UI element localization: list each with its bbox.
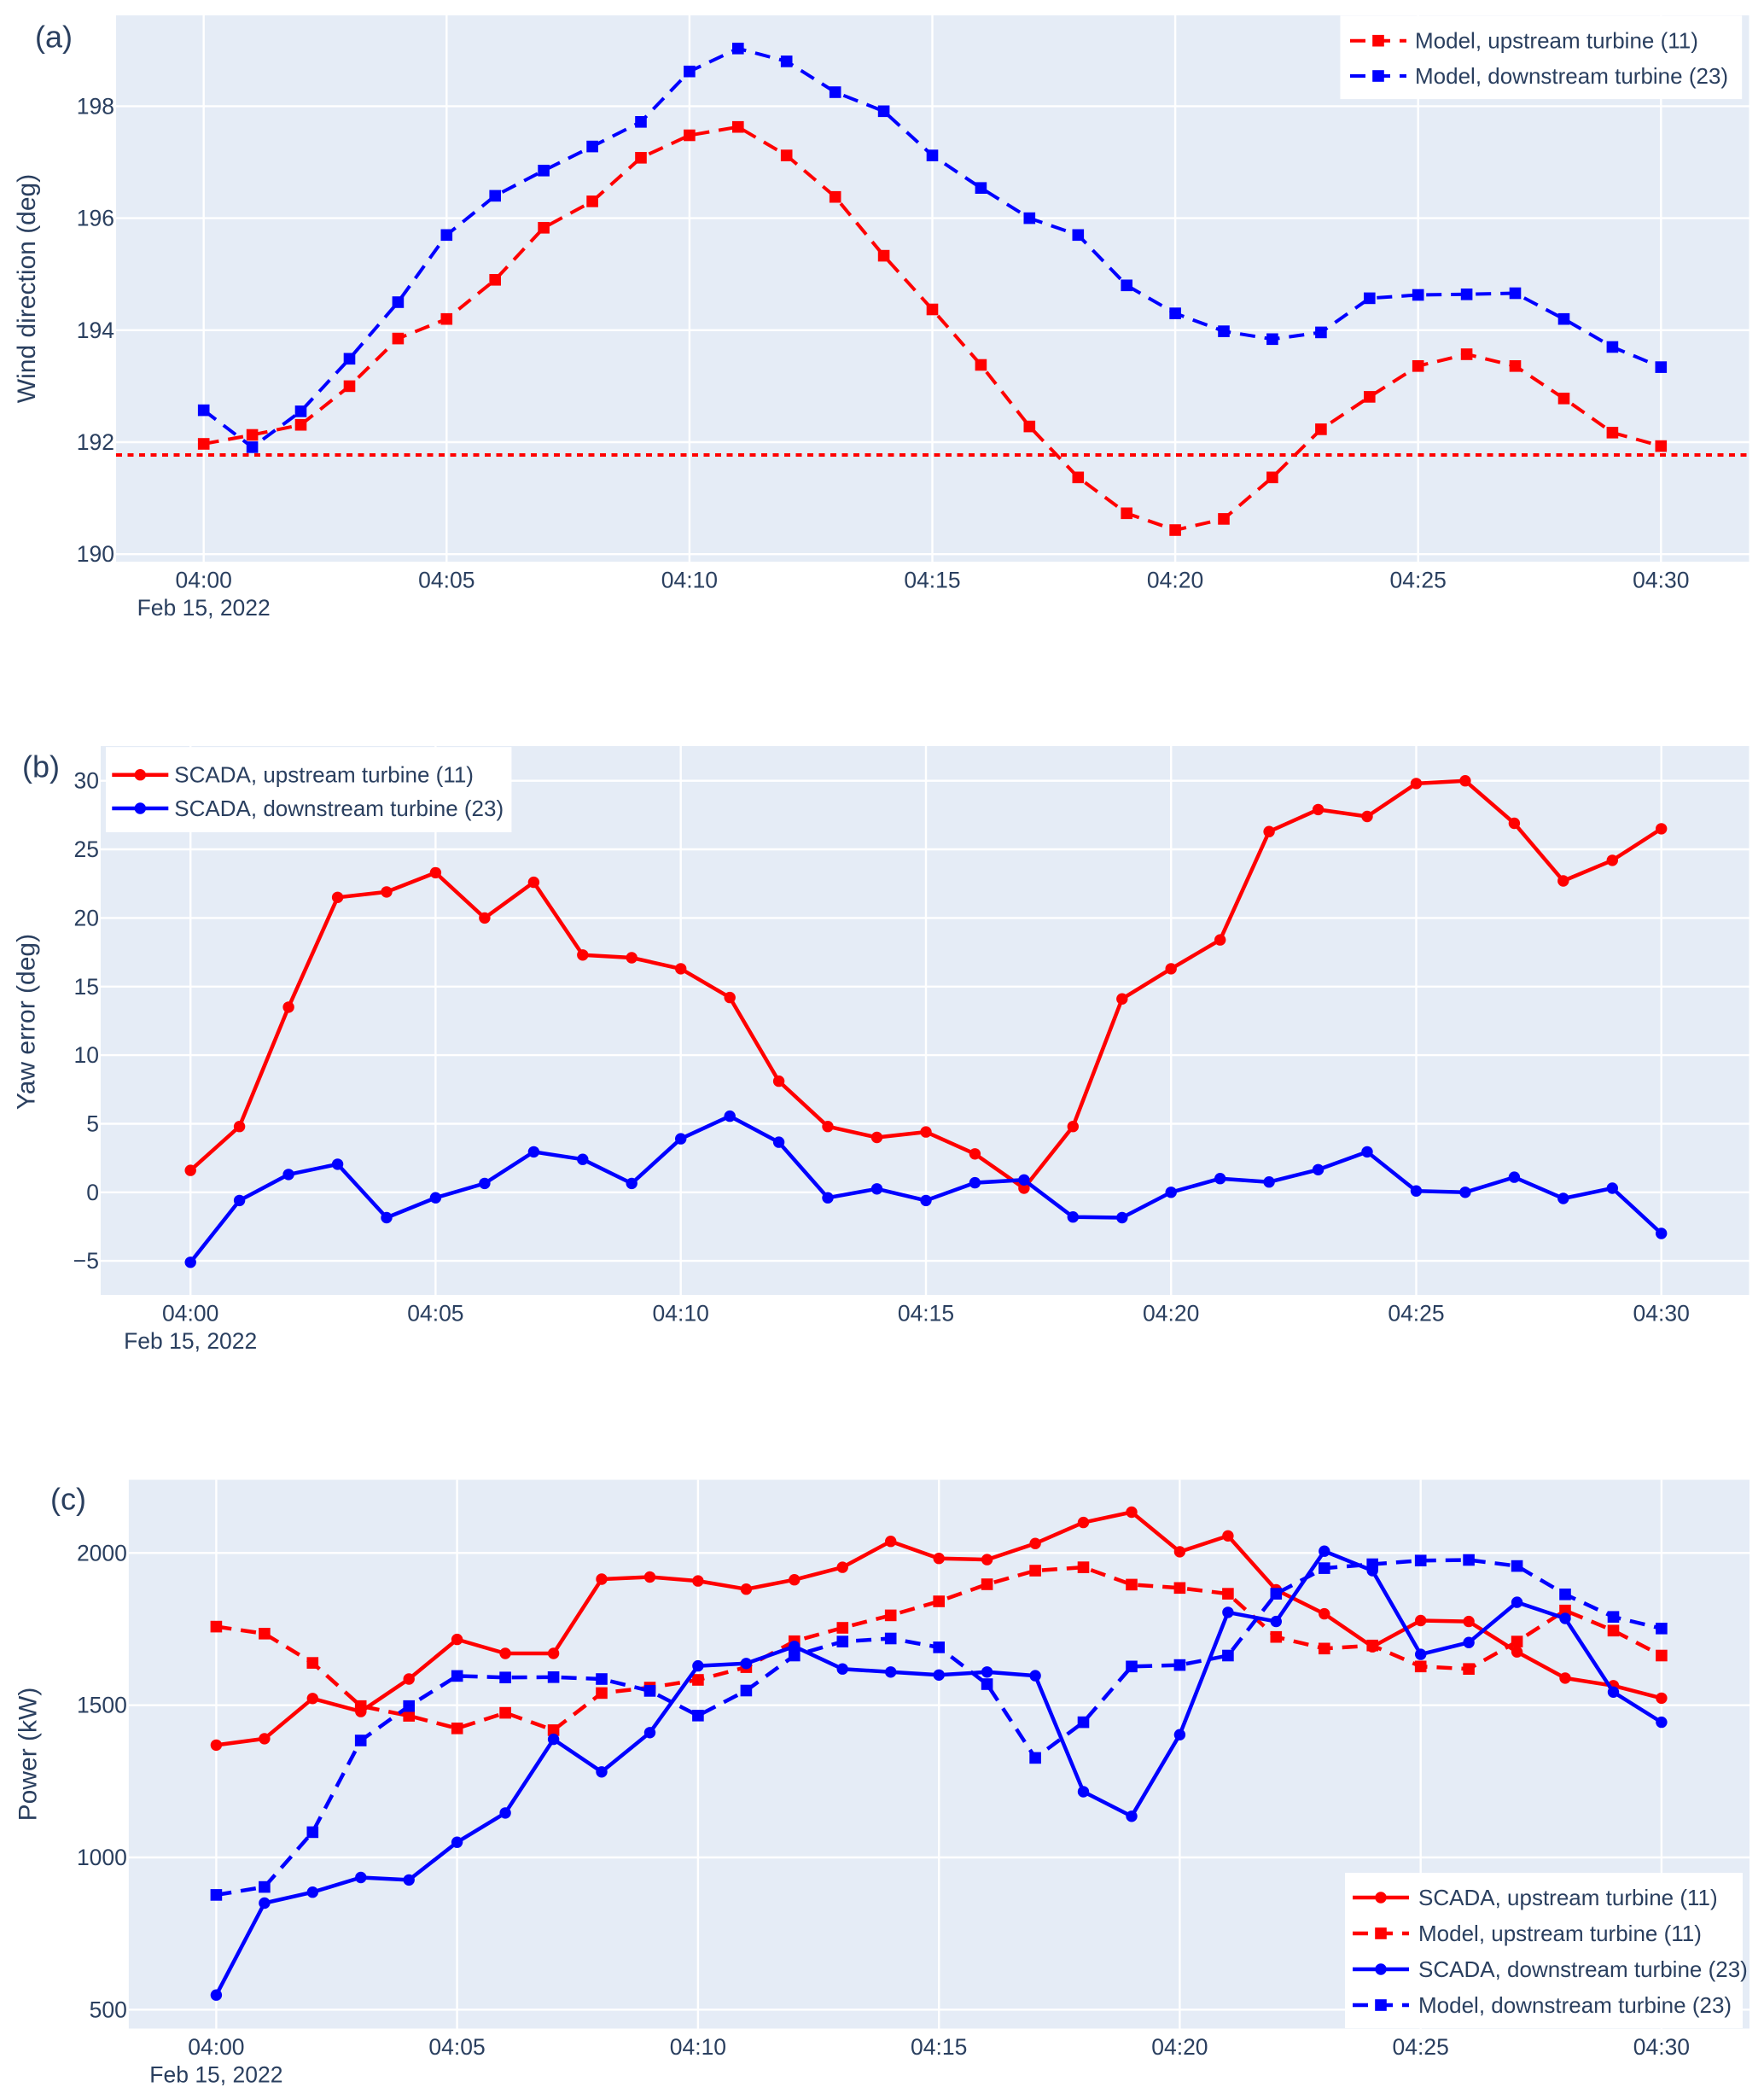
- svg-text:1500: 1500: [77, 1693, 127, 1718]
- svg-text:(b): (b): [22, 749, 60, 784]
- svg-text:04:30: 04:30: [1633, 1301, 1690, 1326]
- svg-text:Feb 15, 2022: Feb 15, 2022: [124, 1328, 257, 1354]
- svg-text:SCADA, upstream turbine (11): SCADA, upstream turbine (11): [174, 762, 474, 788]
- svg-text:Power (kW): Power (kW): [15, 1688, 43, 1822]
- svg-text:Yaw error (deg): Yaw error (deg): [13, 934, 41, 1110]
- svg-text:Wind direction (deg): Wind direction (deg): [13, 174, 41, 403]
- svg-text:196: 196: [77, 206, 114, 231]
- svg-text:04:20: 04:20: [1143, 1301, 1199, 1326]
- svg-text:198: 198: [77, 93, 114, 119]
- svg-text:192: 192: [77, 429, 114, 455]
- svg-text:Model, downstream turbine (23): Model, downstream turbine (23): [1415, 63, 1728, 89]
- svg-text:04:15: 04:15: [904, 568, 960, 593]
- svg-text:20: 20: [74, 905, 99, 930]
- svg-text:04:05: 04:05: [418, 568, 474, 593]
- svg-text:Model, upstream turbine (11): Model, upstream turbine (11): [1415, 28, 1698, 54]
- svg-text:(c): (c): [50, 1482, 86, 1517]
- svg-text:5: 5: [86, 1111, 99, 1137]
- svg-text:15: 15: [74, 974, 99, 1000]
- svg-text:500: 500: [90, 1997, 127, 2022]
- svg-text:Feb 15, 2022: Feb 15, 2022: [149, 2062, 282, 2088]
- svg-text:04:30: 04:30: [1633, 2034, 1690, 2060]
- svg-text:04:20: 04:20: [1147, 568, 1203, 593]
- svg-text:04:10: 04:10: [670, 2034, 726, 2060]
- svg-text:25: 25: [74, 837, 99, 862]
- svg-text:04:25: 04:25: [1388, 1301, 1444, 1326]
- svg-text:04:10: 04:10: [661, 568, 718, 593]
- svg-text:SCADA, downstream turbine (23): SCADA, downstream turbine (23): [1418, 1956, 1748, 1982]
- svg-text:04:15: 04:15: [911, 2034, 967, 2060]
- svg-text:04:05: 04:05: [407, 1301, 463, 1326]
- svg-text:04:30: 04:30: [1633, 568, 1689, 593]
- svg-text:0: 0: [86, 1180, 99, 1205]
- svg-text:1000: 1000: [77, 1845, 127, 1870]
- svg-text:04:05: 04:05: [428, 2034, 485, 2060]
- svg-text:04:10: 04:10: [653, 1301, 709, 1326]
- svg-text:2000: 2000: [77, 1540, 127, 1566]
- svg-text:SCADA, downstream turbine (23): SCADA, downstream turbine (23): [174, 796, 504, 821]
- svg-text:190: 190: [77, 541, 114, 567]
- svg-text:04:25: 04:25: [1393, 2034, 1449, 2060]
- svg-text:04:20: 04:20: [1151, 2034, 1208, 2060]
- svg-text:−5: −5: [73, 1248, 99, 1274]
- svg-text:10: 10: [74, 1042, 99, 1068]
- svg-text:SCADA, upstream turbine (11): SCADA, upstream turbine (11): [1418, 1885, 1718, 1910]
- svg-text:04:15: 04:15: [898, 1301, 954, 1326]
- svg-text:04:25: 04:25: [1390, 568, 1447, 593]
- svg-text:Model, upstream turbine (11): Model, upstream turbine (11): [1418, 1921, 1702, 1946]
- svg-text:Model, downstream turbine (23): Model, downstream turbine (23): [1418, 1992, 1732, 2018]
- svg-text:04:00: 04:00: [162, 1301, 218, 1326]
- svg-text:Feb 15, 2022: Feb 15, 2022: [137, 595, 271, 621]
- svg-text:04:00: 04:00: [176, 568, 232, 593]
- svg-text:04:00: 04:00: [188, 2034, 244, 2060]
- svg-text:194: 194: [77, 318, 114, 343]
- svg-text:30: 30: [74, 768, 99, 794]
- svg-text:(a): (a): [35, 20, 73, 55]
